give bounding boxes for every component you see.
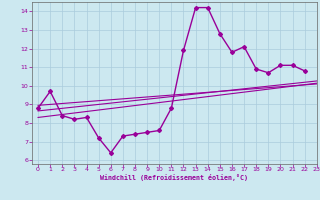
X-axis label: Windchill (Refroidissement éolien,°C): Windchill (Refroidissement éolien,°C) bbox=[100, 174, 248, 181]
